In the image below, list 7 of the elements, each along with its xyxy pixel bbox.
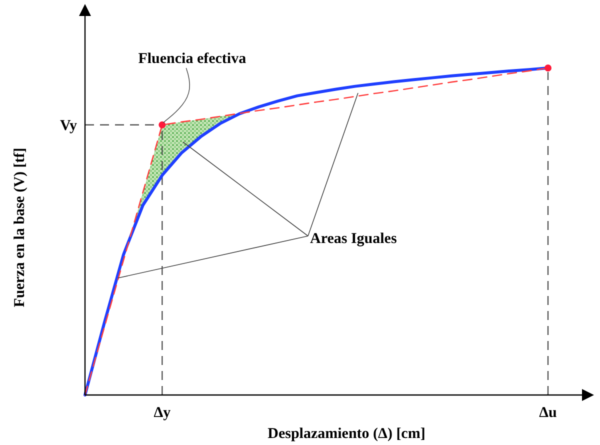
x-tick-label: Δy	[154, 405, 172, 421]
ref-line-label: Vy	[60, 118, 78, 134]
x-axis-title: Desplazamiento (Δ) [cm]	[268, 426, 426, 442]
annotation: Areas Iguales	[310, 231, 397, 247]
y-axis-title: Fuerza en la base (V) [tf]	[12, 148, 28, 308]
x-tick-label: Δu	[539, 405, 557, 421]
annotation: Fluencia efectiva	[138, 51, 247, 67]
